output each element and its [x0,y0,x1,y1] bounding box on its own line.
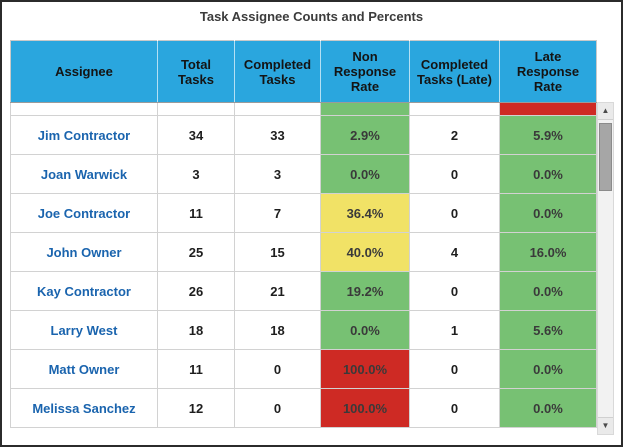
header-cell: Completed Tasks (Late) [409,40,500,103]
total-tasks-cell: 3 [157,154,235,194]
header-row: Assignee Total Tasks Completed Tasks Non Re… [10,40,597,103]
completed-tasks-cell: 21 [234,271,321,311]
late-response-rate-cell: 5.6% [499,310,597,350]
completed-tasks-cell: 0 [234,349,321,389]
total-tasks-cell: 12 [157,388,235,428]
table-area: Assignee Total Tasks Completed Tasks Non Re… [10,40,614,435]
late-response-rate-cell: 16.0% [499,232,597,272]
non-response-rate-cell: 36.4% [320,193,410,233]
table-row: Joan Warwick 3 3 0.0% 0 0.0% [10,154,597,194]
table-header: Assignee Total Tasks Completed Tasks Non Re… [10,40,597,103]
completed-tasks-late-cell: 0 [409,154,500,194]
assignee-table: Assignee Total Tasks Completed Tasks Non Re… [10,40,597,428]
completed-tasks-late-cell: 1 [409,310,500,350]
assignee-cell[interactable]: Kay Contractor [10,271,158,311]
late-response-rate-cell: 0.0% [499,349,597,389]
header-cell: Non Response Rate [320,40,410,103]
non-response-rate-cell: 100.0% [320,349,410,389]
completed-tasks-late-cell: 4 [409,232,500,272]
completed-tasks-late-cell: 0 [409,388,500,428]
partial-scrolled-row [10,102,597,116]
partial-cell [499,102,597,116]
table-row: Larry West 18 18 0.0% 1 5.6% [10,310,597,350]
assignee-cell[interactable]: Joe Contractor [10,193,158,233]
table-row: Jim Contractor 34 33 2.9% 2 5.9% [10,115,597,155]
vertical-scrollbar[interactable]: ▲ ▼ [597,102,614,435]
completed-tasks-cell: 3 [234,154,321,194]
partial-cell [320,102,410,116]
non-response-rate-cell: 2.9% [320,115,410,155]
page-title: Task Assignee Counts and Percents [199,9,424,24]
completed-tasks-late-cell: 0 [409,271,500,311]
header-cell: Assignee [10,40,158,103]
total-tasks-cell: 34 [157,115,235,155]
completed-tasks-late-cell: 0 [409,193,500,233]
non-response-rate-cell: 19.2% [320,271,410,311]
table-row: Kay Contractor 26 21 19.2% 0 0.0% [10,271,597,311]
completed-tasks-cell: 18 [234,310,321,350]
late-response-rate-cell: 5.9% [499,115,597,155]
assignee-cell[interactable]: Larry West [10,310,158,350]
table-row: Melissa Sanchez 12 0 100.0% 0 0.0% [10,388,597,428]
completed-tasks-cell: 0 [234,388,321,428]
partial-cell [409,102,500,116]
total-tasks-cell: 18 [157,310,235,350]
assignee-cell[interactable]: John Owner [10,232,158,272]
completed-tasks-cell: 33 [234,115,321,155]
non-response-rate-cell: 0.0% [320,310,410,350]
total-tasks-cell: 25 [157,232,235,272]
partial-cell [157,102,235,116]
table-body: Jim Contractor 34 33 2.9% 2 5.9% Joan Warwick 3… [10,102,597,428]
header-cell: Completed Tasks [234,40,321,103]
non-response-rate-cell: 40.0% [320,232,410,272]
scroll-up-icon[interactable]: ▲ [598,103,613,120]
assignee-cell[interactable]: Melissa Sanchez [10,388,158,428]
total-tasks-cell: 11 [157,193,235,233]
late-response-rate-cell: 0.0% [499,193,597,233]
completed-tasks-cell: 7 [234,193,321,233]
total-tasks-cell: 26 [157,271,235,311]
non-response-rate-cell: 100.0% [320,388,410,428]
assignee-cell[interactable]: Matt Owner [10,349,158,389]
table-row: Joe Contractor 11 7 36.4% 0 0.0% [10,193,597,233]
completed-tasks-cell: 15 [234,232,321,272]
completed-tasks-late-cell: 0 [409,349,500,389]
non-response-rate-cell: 0.0% [320,154,410,194]
assignee-cell[interactable]: Jim Contractor [10,115,158,155]
late-response-rate-cell: 0.0% [499,154,597,194]
late-response-rate-cell: 0.0% [499,271,597,311]
header-cell: Total Tasks [157,40,235,103]
table-row: Matt Owner 11 0 100.0% 0 0.0% [10,349,597,389]
partial-cell [234,102,321,116]
total-tasks-cell: 11 [157,349,235,389]
header-cell: Late Response Rate [499,40,597,103]
completed-tasks-late-cell: 2 [409,115,500,155]
scrollbar-thumb[interactable] [599,123,612,191]
assignee-cell[interactable]: Joan Warwick [10,154,158,194]
table-row: John Owner 25 15 40.0% 4 16.0% [10,232,597,272]
scroll-down-icon[interactable]: ▼ [598,417,613,434]
partial-cell [10,102,158,116]
late-response-rate-cell: 0.0% [499,388,597,428]
